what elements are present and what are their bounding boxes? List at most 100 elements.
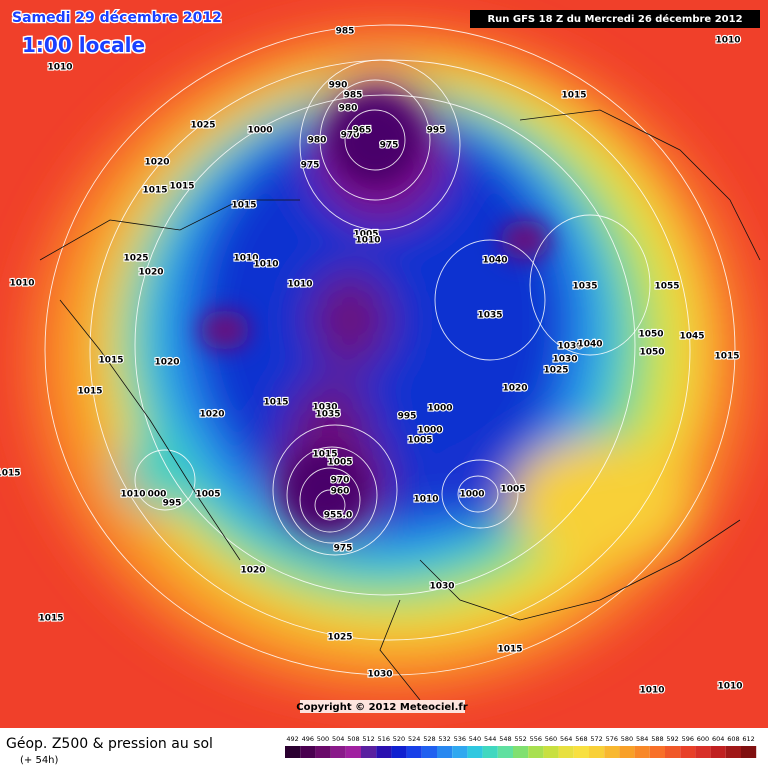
pressure-label: 1010 [9,279,34,289]
scale-label: 552 [514,735,526,743]
scale-label: 504 [332,735,344,743]
pressure-label: 1025 [327,633,352,643]
pressure-label: 1000 [247,126,272,136]
color-scale: 492 496 500 504 508 512 516 520 524 528 532 536 540 5… [285,735,757,758]
pressure-label: 960 [331,487,350,497]
scale-swatch [710,746,726,758]
scale-swatch [573,746,589,758]
scale-label: 588 [651,735,663,743]
run-box [470,10,760,28]
pressure-label: 1050 [639,348,664,358]
pressure-label: 1020 [240,566,265,576]
scale-swatch [649,746,665,758]
scale-label: 580 [621,735,633,743]
scale-label: 520 [393,735,405,743]
copyright-box [300,700,465,713]
pressure-label: 1015 [714,352,739,362]
scale-label: 612 [742,735,754,743]
scale-label: 496 [302,735,314,743]
scale-swatch [741,746,757,758]
scale-label: 500 [317,735,329,743]
pressure-label: 1015 [497,645,522,655]
scale-label: 592 [666,735,678,743]
scale-swatch [391,746,407,758]
pressure-label: 1020 [144,158,169,168]
pressure-label: 1015 [77,387,102,397]
pressure-label: 1000 [459,490,484,500]
pressure-label: 1030 [557,342,582,352]
pressure-label: 955.0 [324,511,352,521]
pressure-label: 1030 [367,670,392,680]
pressure-label: 1040 [577,340,602,350]
pressure-label: 1010 [47,63,72,73]
scale-label: 568 [575,735,587,743]
pressure-label: 975 [334,544,353,554]
pressure-label: 1000 [417,426,442,436]
pressure-label: 985 [336,27,355,37]
scale-label: 516 [378,735,390,743]
date: Samedi 29 décembre 2012 [12,10,222,26]
copyright: Copyright © 2012 Meteociel.fr [296,702,467,713]
pressure-label: 1010 [639,686,664,696]
scale-swatch [543,746,559,758]
time: 1:00 locale [22,33,145,57]
scale-label: 584 [636,735,648,743]
pressure-label: 1025 [190,121,215,131]
scale-swatch [315,746,331,758]
pressure-label: 1015 [312,450,337,460]
scale-swatch [330,746,346,758]
coastlines [39,109,761,701]
lead-time: (+ 54h) [20,755,59,766]
pressure-label: 1020 [154,358,179,368]
pressure-label: 1010 [287,280,312,290]
pressure-label: 1015 [38,614,63,624]
pressure-label: 1015 [561,91,586,101]
pressure-label: 1005 [327,458,352,468]
scale-swatch [589,746,605,758]
scale-label: 596 [682,735,694,743]
pressure-label: 1015 [169,182,194,192]
pressure-label: 1030 [312,403,337,413]
isobars [44,24,736,676]
pressure-label: 1010 [717,682,742,692]
scale-label: 540 [469,735,481,743]
pressure-label: 1015 [142,186,167,196]
scale-swatch [695,746,711,758]
pressure-label: 980 [308,136,327,146]
scale-label: 524 [408,735,420,743]
pressure-label: 1025 [543,366,568,376]
scale-swatch [665,746,681,758]
scale-swatch [421,746,437,758]
scale-label: 564 [560,735,572,743]
scale-swatch [634,746,650,758]
pressure-label: 975 [380,141,399,151]
pressure-label: 1010 [413,495,438,505]
pressure-label: 1015 [0,469,21,479]
scale-label: 512 [362,735,374,743]
pressure-label: 1020 [138,268,163,278]
pressure-label: 1000 [427,404,452,414]
scale-swatch [558,746,574,758]
scale-label: 600 [697,735,709,743]
pressure-label: 1030 [552,355,577,365]
pressure-label: 980 [339,104,358,114]
pressure-label: 1025 [123,254,148,264]
pressure-label: 1005 [353,230,378,240]
z500-field [0,0,768,728]
pressure-label: 1045 [679,332,704,342]
scale-label: 608 [727,735,739,743]
pressure-label: 965 [353,126,372,136]
pressure-label: 995 [427,126,446,136]
pressure-label: 1020 [502,384,527,394]
scale-label: 572 [590,735,602,743]
scale-swatch [285,746,301,758]
scale-swatch [604,746,620,758]
scale-swatch [619,746,635,758]
scale-swatch [406,746,422,758]
scale-label: 532 [438,735,450,743]
scale-swatch [300,746,316,758]
pressure-label: 1010 [233,254,258,264]
pressure-label: 1035 [315,410,340,420]
